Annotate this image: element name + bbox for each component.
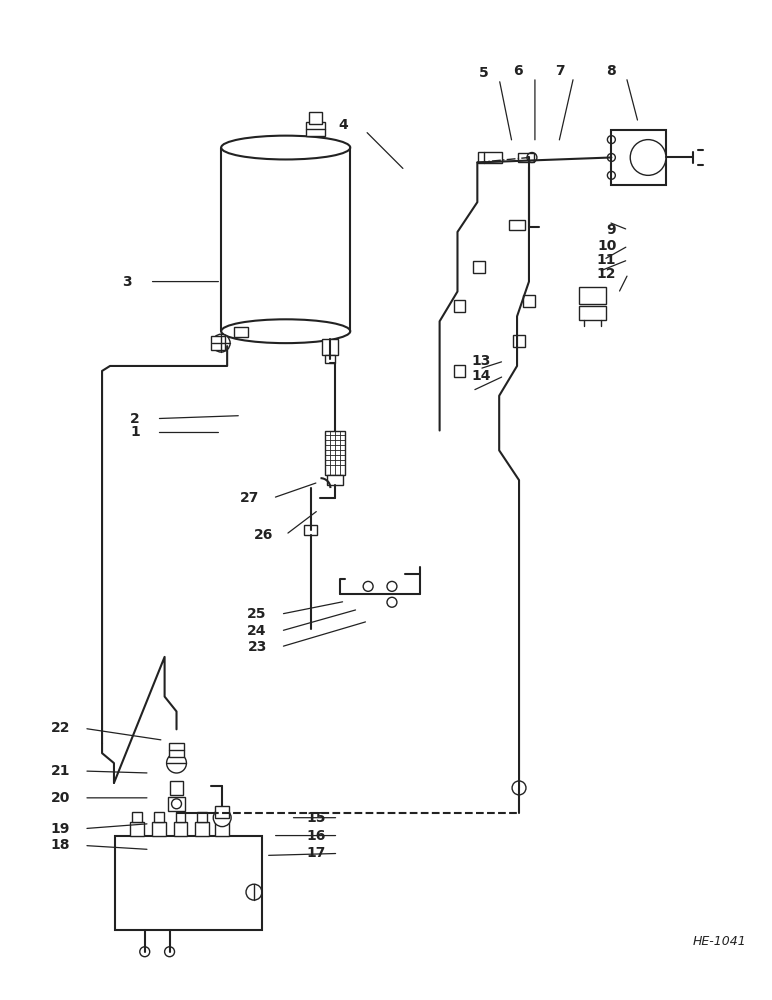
Bar [326,431,345,475]
Text: 26: 26 [253,528,273,542]
Text: 2: 2 [130,412,140,426]
Text: 12: 12 [597,267,616,281]
Circle shape [212,334,230,352]
Bar [195,822,209,836]
Bar [513,335,525,347]
Text: 8: 8 [607,64,616,78]
Bar [309,112,323,124]
Bar [453,365,466,377]
Bar [326,355,335,363]
Text: HE-1041: HE-1041 [692,935,747,948]
Text: 18: 18 [51,838,70,852]
Circle shape [140,947,150,957]
Bar [212,336,225,350]
Bar [198,812,208,822]
Text: 4: 4 [339,118,348,132]
Bar [168,743,185,757]
Bar [578,306,606,320]
Text: 15: 15 [306,811,326,825]
Bar [578,287,606,304]
Bar [175,812,185,822]
Bar [154,812,164,822]
Text: 13: 13 [472,354,491,368]
Ellipse shape [222,136,350,159]
Bar [174,822,188,836]
Text: 11: 11 [597,253,616,267]
Circle shape [167,753,187,773]
Text: 21: 21 [51,764,70,778]
Bar [327,475,344,485]
Bar [306,122,326,136]
Circle shape [164,947,174,957]
Bar [518,153,534,162]
Bar [168,797,185,811]
Bar [215,806,229,818]
Bar [130,822,144,836]
Bar [323,339,338,355]
Text: 7: 7 [555,64,564,78]
Bar [611,130,666,185]
Text: 24: 24 [247,624,267,638]
Text: 20: 20 [51,791,70,805]
Text: 10: 10 [597,239,616,253]
Bar [453,300,466,312]
Text: 9: 9 [607,223,616,237]
Text: 22: 22 [51,721,70,735]
Bar [234,327,248,337]
Circle shape [512,781,526,795]
Bar [215,822,229,836]
Text: 14: 14 [472,369,491,383]
Text: 1: 1 [130,425,140,439]
Text: 17: 17 [306,846,326,860]
Circle shape [213,809,231,827]
Text: 23: 23 [248,640,267,654]
Circle shape [387,581,397,591]
Bar [152,822,166,836]
Bar [479,152,502,163]
Bar [509,220,525,230]
Text: 5: 5 [479,66,488,80]
Bar [523,295,535,307]
Bar [132,812,142,822]
Text: 19: 19 [51,822,70,836]
Bar [303,525,317,535]
Circle shape [363,581,373,591]
Bar [473,261,486,273]
Bar [170,781,184,795]
Text: 3: 3 [122,275,132,289]
Text: 25: 25 [247,607,267,621]
Bar [217,812,227,822]
Text: 27: 27 [239,491,259,505]
Circle shape [387,597,397,607]
Text: 16: 16 [306,829,326,843]
Bar [115,836,262,930]
Circle shape [630,140,666,175]
Text: 6: 6 [513,64,523,78]
Ellipse shape [222,319,350,343]
